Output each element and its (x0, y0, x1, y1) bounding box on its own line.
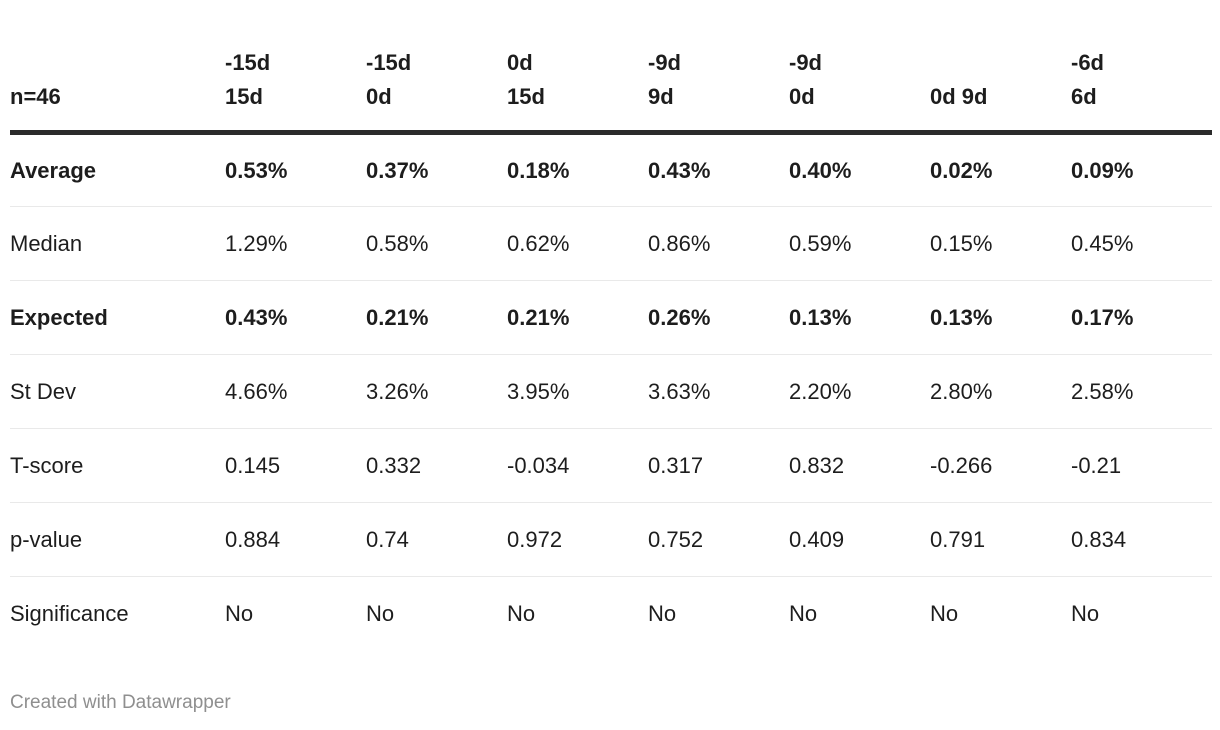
table-cell: No (1071, 600, 1100, 626)
table-cell: 2.58% (1071, 354, 1212, 429)
table-cell: No (789, 600, 818, 626)
table-cell: No (507, 600, 536, 626)
table-cell: 0.43% (648, 132, 789, 207)
table-cell: -0.034 (507, 428, 648, 503)
table-row: p-value 0.884 0.74 0.972 0.752 0.409 0.791 0.83… (10, 502, 1212, 577)
column-header-line: 15d (507, 84, 545, 109)
table-row: St Dev 4.66% 3.26% 3.95% 3.63% 2.20% 2.80% 2.58… (10, 354, 1212, 429)
column-header-line: 0d 9d (930, 84, 988, 109)
table-cell: 0.15% (930, 206, 1071, 281)
table-cell: 3.26% (366, 354, 507, 429)
column-header-line: 0d (366, 84, 392, 109)
table-body: Average 0.53% 0.37% 0.18% 0.43% 0.40% 0.02% 0.0… (10, 132, 1212, 651)
table-cell: 0.409 (789, 502, 930, 577)
table-cell: -0.266 (930, 428, 1071, 503)
table-cell: 0.86% (648, 206, 789, 281)
table-cell: 0.13% (789, 280, 930, 355)
table-cell: No (930, 600, 959, 626)
table-cell: 3.95% (507, 354, 648, 429)
table-row: Expected 0.43% 0.21% 0.21% 0.26% 0.13% 0.13% 0.… (10, 280, 1212, 355)
table-row: Significance No No No No No No No (10, 577, 1212, 651)
row-label: St Dev (10, 354, 225, 429)
stats-table: n=46 -15d 15d -15d 0d 0d 15d -9d 9d -9d 0d 0d 9d -6… (10, 30, 1212, 651)
table-cell: 0.17% (1071, 280, 1212, 355)
table-cell: 0.62% (507, 206, 648, 281)
column-header: -15d 15d (225, 30, 366, 135)
table-cell: 0.13% (930, 280, 1071, 355)
column-header: -9d 0d (789, 30, 930, 135)
table-cell: 0.02% (930, 132, 1071, 207)
column-header-line: 0d (789, 84, 815, 109)
row-label: Significance (10, 600, 129, 626)
table-cell: 1.29% (225, 206, 366, 281)
table-cell: 0.43% (225, 280, 366, 355)
column-header-line: -9d (648, 50, 681, 75)
table-cell: 0.59% (789, 206, 930, 281)
column-header: 0d 15d (507, 30, 648, 135)
table-cell: 0.18% (507, 132, 648, 207)
table-cell: 0.791 (930, 502, 1071, 577)
table-cell: 0.74 (366, 502, 507, 577)
table-cell: 0.832 (789, 428, 930, 503)
table-cell: 2.20% (789, 354, 930, 429)
table-cell: 0.37% (366, 132, 507, 207)
table-cell: 0.834 (1071, 502, 1212, 577)
table-cell: No (225, 600, 254, 626)
column-header-line: -9d (789, 50, 822, 75)
table-header: n=46 -15d 15d -15d 0d 0d 15d -9d 9d -9d 0d 0d 9d -6… (10, 30, 1212, 135)
table-cell: No (366, 600, 395, 626)
column-header-line: -15d (225, 50, 271, 75)
column-header-line: 9d (648, 84, 674, 109)
column-header-line: 6d (1071, 84, 1097, 109)
column-header: 0d 9d (930, 30, 1071, 135)
table-row: Average 0.53% 0.37% 0.18% 0.43% 0.40% 0.02% 0.0… (10, 132, 1212, 207)
column-header: -15d 0d (366, 30, 507, 135)
row-label: Median (10, 206, 225, 281)
table-cell: 0.40% (789, 132, 930, 207)
column-header: -9d 9d (648, 30, 789, 135)
column-header-line: 0d (507, 50, 533, 75)
table-cell: 0.45% (1071, 206, 1212, 281)
table-cell: 0.26% (648, 280, 789, 355)
column-header-line: -15d (366, 50, 412, 75)
sample-size-label: n=46 (10, 30, 225, 135)
table-cell: 0.145 (225, 428, 366, 503)
table-row: T-score 0.145 0.332 -0.034 0.317 0.832 -0.266-… (10, 428, 1212, 503)
row-label: p-value (10, 502, 225, 577)
row-label: T-score (10, 428, 225, 503)
table-cell: 0.53% (225, 132, 366, 207)
table-cell: 3.63% (648, 354, 789, 429)
table-cell: -0.21 (1071, 428, 1212, 503)
table-cell: 0.752 (648, 502, 789, 577)
table-cell: 4.66% (225, 354, 366, 429)
table-cell: 0.21% (366, 280, 507, 355)
table-cell: 0.21% (507, 280, 648, 355)
table-cell: No (648, 600, 677, 626)
table-cell: 0.332 (366, 428, 507, 503)
table-cell: 0.58% (366, 206, 507, 281)
column-header-line: 15d (225, 84, 263, 109)
column-header: -6d 6d (1071, 30, 1212, 135)
attribution-text: Created with Datawrapper (10, 691, 231, 713)
row-label: Average (10, 132, 225, 207)
header-row: n=46 -15d 15d -15d 0d 0d 15d -9d 9d -9d 0d 0d 9d -6… (10, 30, 1212, 135)
table-cell: 0.972 (507, 502, 648, 577)
column-header-line: -6d (1071, 50, 1104, 75)
row-label: Expected (10, 280, 225, 355)
table-row: Median 1.29% 0.58% 0.62% 0.86% 0.59% 0.15% 0.45… (10, 206, 1212, 281)
table-cell: 0.317 (648, 428, 789, 503)
table-cell: 2.80% (930, 354, 1071, 429)
table-cell: 0.09% (1071, 132, 1212, 207)
table-cell: 0.884 (225, 502, 366, 577)
